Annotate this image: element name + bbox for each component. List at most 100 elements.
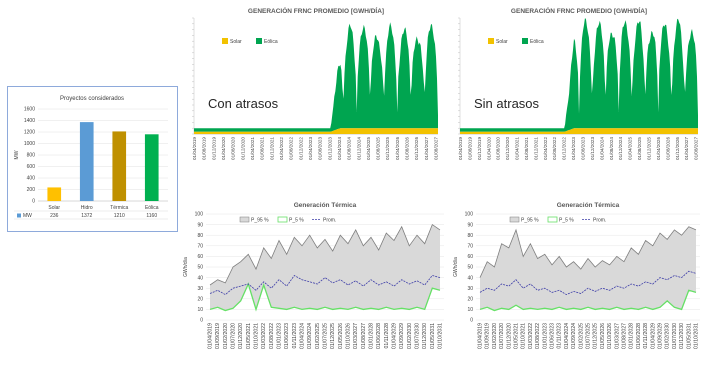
x-tick-label: 01/09/2024 [571, 323, 577, 349]
legend-label: P_95 % [251, 218, 269, 224]
y-tick-label: 20 [467, 297, 473, 303]
x-tick-label: 01/07/2025 [323, 323, 329, 349]
legend-swatch-eolica [256, 38, 262, 44]
y-tick-label: 600 [27, 164, 36, 170]
x-tick-label: 01/12/2020 [238, 323, 244, 349]
legend-label: P_95 % [521, 218, 539, 224]
x-tick-label: 01/08/2024 [609, 137, 614, 160]
x-tick-label: 01/04/2019 [458, 137, 463, 160]
y-tick-label: 50 [467, 265, 473, 271]
frnc-sin-atrasos-panel: GENERACIÓN FRNC PROMEDIO [GWH/DÍA] Solar E… [452, 4, 704, 184]
legend-swatch-mw [17, 213, 21, 218]
series-area-eolica [460, 18, 698, 132]
x-tick-label: 01/12/2025 [385, 137, 390, 160]
category-label: Térmica [110, 205, 128, 211]
x-tick-label: 01/07/2030 [672, 323, 678, 349]
y-tick-label: 70 [467, 244, 473, 250]
x-tick-label: 01/11/2023 [292, 323, 298, 349]
y-tick-label: 30 [197, 286, 203, 292]
y-tick-label: 1400 [24, 118, 35, 124]
x-tick-label: 01/05/2021 [246, 323, 252, 349]
y-tick-label: 40 [197, 275, 203, 281]
chart-title: Generación Térmica [557, 202, 620, 209]
x-tick-label: 01/12/2019 [477, 137, 482, 160]
x-tick-label: 01/12/2020 [506, 323, 512, 349]
y-tick-label: 800 [27, 153, 36, 159]
y-tick-label: 0 [200, 318, 203, 324]
y-tick-label: 0 [470, 318, 473, 324]
x-tick-label: 01/05/2026 [338, 323, 344, 349]
y-tick-label: 100 [195, 212, 204, 218]
y-tick-label: 90 [467, 222, 473, 228]
frnc-con-atrasos-chart: GENERACIÓN FRNC PROMEDIO [GWH/DÍA] Solar E… [192, 6, 439, 160]
series-area-solar [460, 128, 698, 134]
x-tick-label: 01/04/2019 [208, 323, 214, 349]
x-tick-label: 01/04/2024 [300, 323, 306, 349]
series-line-prom [209, 274, 441, 296]
legend-label: Solar [496, 39, 508, 45]
x-tick-label: 01/10/2031 [438, 323, 444, 349]
x-tick-label: 01/08/2025 [637, 137, 642, 160]
value-label: 1372 [81, 213, 92, 219]
legend-swatch-p5 [547, 216, 558, 223]
x-tick-label: 01/04/2025 [628, 137, 633, 160]
y-tick-label: 80 [197, 233, 203, 239]
x-tick-label: 01/05/2031 [686, 323, 692, 349]
legend-label: Eólica [264, 39, 278, 45]
series-line-p95 [479, 226, 697, 278]
x-tick-label: 01/06/2023 [550, 323, 556, 349]
y-tick-label: 20 [197, 297, 203, 303]
x-tick-label: 01/12/2026 [675, 137, 680, 160]
chart-title: Generación Térmica [294, 202, 357, 209]
x-tick-label: 01/05/2026 [600, 323, 606, 349]
frnc-sin-atrasos-chart: GENERACIÓN FRNC PROMEDIO [GWH/DÍA] Solar E… [458, 6, 699, 160]
y-tick-label: 50 [197, 265, 203, 271]
termica-con-atrasos-chart: Generación Térmica GWh/día 0 10 20 30 40 50 60 70… [183, 202, 444, 349]
x-tick-label: 01/12/2022 [562, 137, 567, 160]
legend-swatch-solar [222, 38, 228, 44]
termica-sin-atrasos-panel: Generación Térmica GWh/día 0 10 20 30 40 50 60 70… [452, 198, 704, 380]
x-tick-label: 01/04/2020 [486, 137, 491, 160]
x-tick-label: 01/10/2021 [254, 323, 260, 349]
x-tick-label: 01/02/2020 [492, 323, 498, 349]
x-tick-label: 01/04/2029 [650, 323, 656, 349]
y-tick-label: 0 [32, 199, 35, 205]
x-tick-label: 01/10/2031 [694, 323, 700, 349]
x-tick-label: 01/12/2021 [269, 137, 274, 160]
x-tick-label: 01/08/2022 [269, 323, 275, 349]
proyectos-chart: Proyectos considerados MW 0 200 400 600 800 100… [14, 96, 168, 220]
legend-label: P_5 % [559, 218, 574, 224]
x-tick-label: 01/07/2020 [499, 323, 505, 349]
x-tick-label: 01/04/2027 [424, 137, 429, 160]
x-tick-label: 01/04/2023 [308, 137, 313, 160]
legend-swatch-solar [488, 38, 494, 44]
legend-label: MW [23, 213, 32, 219]
x-tick-label: 01/09/2029 [658, 323, 664, 349]
x-tick-label: 01/12/2023 [327, 137, 332, 160]
y-tick-label: 40 [467, 275, 473, 281]
x-tick-label: 01/04/2019 [192, 137, 197, 160]
y-tick-label: 90 [197, 222, 203, 228]
legend-label: Eólica [530, 39, 544, 45]
x-tick-label: 01/08/2022 [289, 137, 294, 160]
y-tick-label: 60 [467, 254, 473, 260]
x-tick-label: 01/04/2019 [478, 323, 484, 349]
bar-solar [47, 187, 62, 201]
x-tick-label: 01/04/2022 [279, 137, 284, 160]
x-tick-label: 01/06/2023 [284, 323, 290, 349]
x-tick-label: 01/12/2025 [593, 323, 599, 349]
frnc-con-atrasos-panel: GENERACIÓN FRNC PROMEDIO [GWH/DÍA] Solar E… [186, 4, 444, 184]
x-tick-label: 01/08/2021 [260, 137, 265, 160]
x-tick-label: 01/02/2020 [223, 323, 229, 349]
y-tick-label: 1600 [24, 107, 35, 113]
x-tick-label: 01/08/2027 [361, 323, 367, 349]
x-tick-label: 01/12/2024 [618, 137, 623, 160]
x-tick-label: 01/09/2019 [215, 323, 221, 349]
x-tick-label: 01/11/2028 [384, 323, 390, 349]
y-tick-label: 1000 [24, 141, 35, 147]
x-tick-label: 01/02/2030 [665, 323, 671, 349]
value-label: 1160 [146, 213, 157, 219]
x-tick-label: 01/03/2027 [614, 323, 620, 349]
category-label: Hidro [81, 205, 93, 211]
series-line-prom [479, 270, 697, 296]
